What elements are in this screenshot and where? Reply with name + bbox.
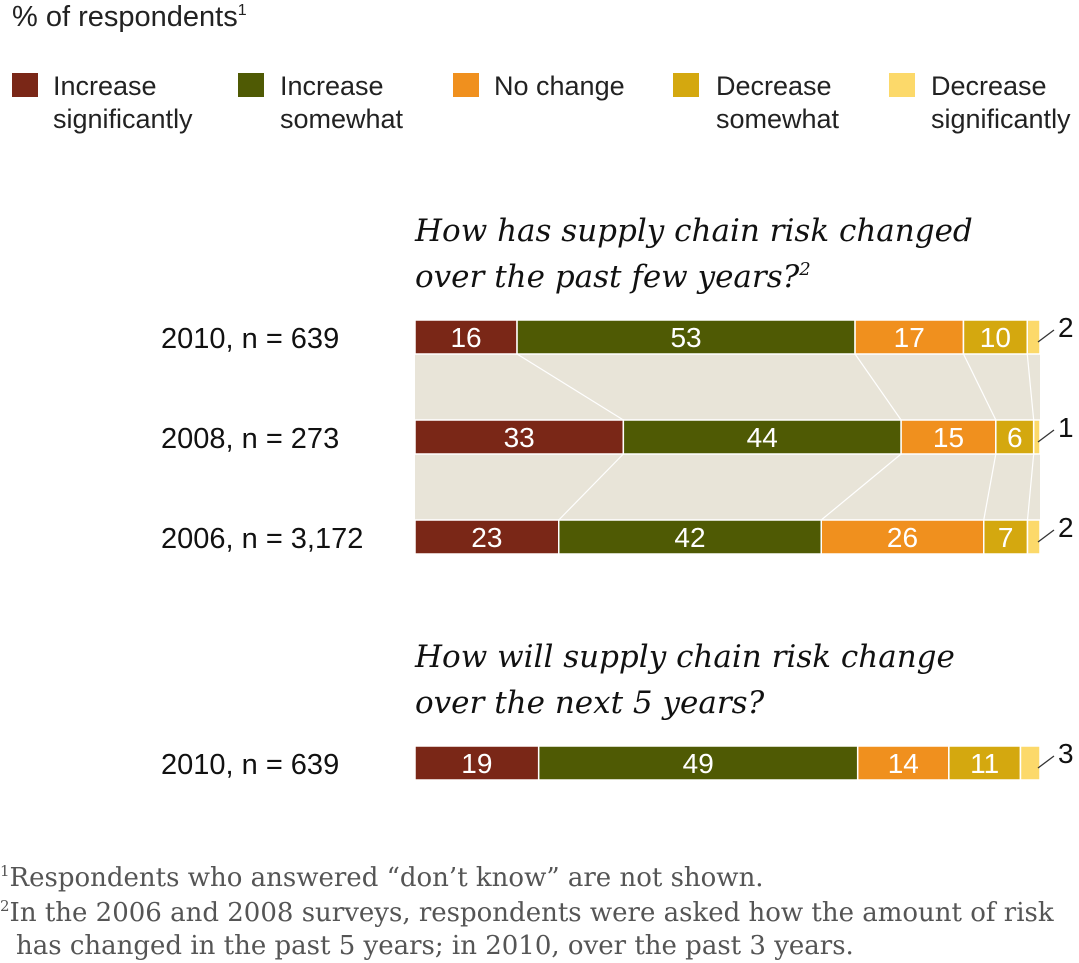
bar-segment-increase-significantly <box>414 519 560 555</box>
legend-swatch <box>673 73 699 97</box>
chart-1-connector-lines <box>516 353 1035 521</box>
data-label-decrease-somewhat: 10 <box>980 322 1011 353</box>
legend-swatch <box>238 73 264 97</box>
footnote-1: 1Respondents who answered “don’t know” a… <box>0 862 764 893</box>
data-label-increase-significantly: 19 <box>461 748 492 779</box>
chart-1-title-line2: over the past few years?2 <box>415 259 811 295</box>
legend-label-line2: somewhat <box>280 104 404 134</box>
legend-label-line1: Increase <box>53 71 157 101</box>
data-label-increase-significantly: 23 <box>471 522 502 553</box>
footnote-2-mark: 2 <box>0 897 10 915</box>
chart-1-title-line2-text: over the past few years? <box>415 259 800 295</box>
chart-2-title-line1: How will supply chain risk change <box>414 639 955 675</box>
legend-label-line1: Increase <box>280 71 384 101</box>
data-label-decrease-significantly: 2 <box>1058 512 1074 543</box>
legend-label-line1: No change <box>494 71 625 101</box>
bar-segment-increase-somewhat <box>622 419 902 455</box>
legend-swatch <box>12 73 38 97</box>
data-label-decrease-somewhat: 6 <box>1007 422 1023 453</box>
data-label-increase-somewhat: 42 <box>674 522 705 553</box>
data-label-decrease-significantly: 2 <box>1058 312 1074 343</box>
legend-label-line2: significantly <box>931 104 1071 134</box>
connector-line <box>1026 353 1035 421</box>
leader-line <box>1037 329 1055 343</box>
row-label: 2010, n = 639 <box>161 749 339 781</box>
footnote-1-mark: 1 <box>0 862 10 880</box>
bar-segments <box>414 319 1041 781</box>
data-label-no-change: 14 <box>888 748 919 779</box>
bar-segment-decrease-significantly <box>1026 319 1041 355</box>
legend-item-decrease-significantly: Decrease significantly <box>889 71 1071 134</box>
bar-segment-no-change <box>900 419 997 455</box>
bar-segment-increase-somewhat <box>516 319 856 355</box>
legend-item-decrease-somewhat: Decrease somewhat <box>673 71 840 134</box>
chart-2-title-line2: over the next 5 years? <box>415 685 765 721</box>
unit-label-text: % of respondents <box>12 1 238 33</box>
data-label-no-change: 15 <box>933 422 964 453</box>
connector-line <box>962 353 997 421</box>
data-label-decrease-significantly: 1 <box>1058 412 1074 443</box>
row-label: 2010, n = 639 <box>161 323 339 355</box>
footnote-2-text: In the 2006 and 2008 surveys, respondent… <box>10 898 1054 928</box>
data-labels: 16 53 17 10 2 33 44 15 6 1 23 42 26 7 2 19 49 14 11 3 <box>450 312 1073 779</box>
bar-segment-no-change <box>820 519 985 555</box>
bar-segment-no-change <box>856 745 950 781</box>
unit-label: % of respondents1 <box>12 1 247 33</box>
bar-segment-decrease-significantly <box>1026 519 1041 555</box>
footnotes: 1Respondents who answered “don’t know” a… <box>0 862 1054 961</box>
data-label-increase-somewhat: 53 <box>670 322 701 353</box>
data-label-no-change: 26 <box>887 522 918 553</box>
data-label-increase-somewhat: 44 <box>747 422 778 453</box>
bar-segment-increase-significantly <box>414 745 540 781</box>
connector-line <box>983 453 997 521</box>
data-label-increase-significantly: 33 <box>504 422 535 453</box>
legend-label-line1: Decrease <box>931 71 1047 101</box>
leader-line <box>1037 755 1055 769</box>
row-label: 2006, n = 3,172 <box>161 523 363 555</box>
chart-1-title-line1: How has supply chain risk changed <box>414 213 973 249</box>
bar-segment-decrease-significantly <box>1032 419 1041 455</box>
legend-label-line2: significantly <box>53 104 193 134</box>
leader-line <box>1037 429 1055 443</box>
data-label-decrease-significantly: 3 <box>1058 738 1074 769</box>
legend-item-no-change: No change <box>453 71 625 101</box>
bar-segment-decrease-somewhat <box>995 419 1035 455</box>
connector-line <box>854 353 902 421</box>
bar-segment-increase-significantly <box>414 319 518 355</box>
data-label-no-change: 17 <box>894 322 925 353</box>
legend: Increase significantly Increase somewhat… <box>12 71 1071 134</box>
bar-segment-decrease-significantly <box>1019 745 1041 781</box>
row-label: 2008, n = 273 <box>161 423 339 455</box>
footnote-2-line2: has changed in the past 5 years; in 2010… <box>16 931 854 961</box>
bar-segment-increase-somewhat <box>537 745 859 781</box>
legend-label-line1: Decrease <box>716 71 832 101</box>
bar-segment-decrease-somewhat <box>983 519 1029 555</box>
data-label-increase-significantly: 16 <box>450 322 481 353</box>
bar-segment-decrease-somewhat <box>962 319 1028 355</box>
connector-line <box>558 453 624 521</box>
legend-label-line2: somewhat <box>716 104 840 134</box>
row-labels: 2010, n = 639 2008, n = 273 2006, n = 3,17… <box>161 323 363 781</box>
footnote-1-text: Respondents who answered “don’t know” ar… <box>10 863 764 893</box>
data-label-increase-somewhat: 49 <box>683 748 714 779</box>
connector-line <box>820 453 902 521</box>
data-label-decrease-somewhat: 11 <box>970 748 999 779</box>
data-label-decrease-somewhat: 7 <box>998 522 1014 553</box>
connector-line <box>1026 453 1035 521</box>
chart-1-title-sup: 2 <box>798 259 810 280</box>
footnote-2: 2In the 2006 and 2008 surveys, responden… <box>0 897 1054 928</box>
legend-item-increase-significantly: Increase significantly <box>12 71 193 134</box>
connector-line <box>516 353 624 421</box>
bar-segment-decrease-somewhat <box>948 745 1022 781</box>
unit-label-sup: 1 <box>238 2 247 19</box>
legend-swatch <box>889 73 915 97</box>
legend-item-increase-somewhat: Increase somewhat <box>238 71 404 134</box>
leader-line <box>1037 529 1055 543</box>
legend-swatch <box>453 73 479 97</box>
